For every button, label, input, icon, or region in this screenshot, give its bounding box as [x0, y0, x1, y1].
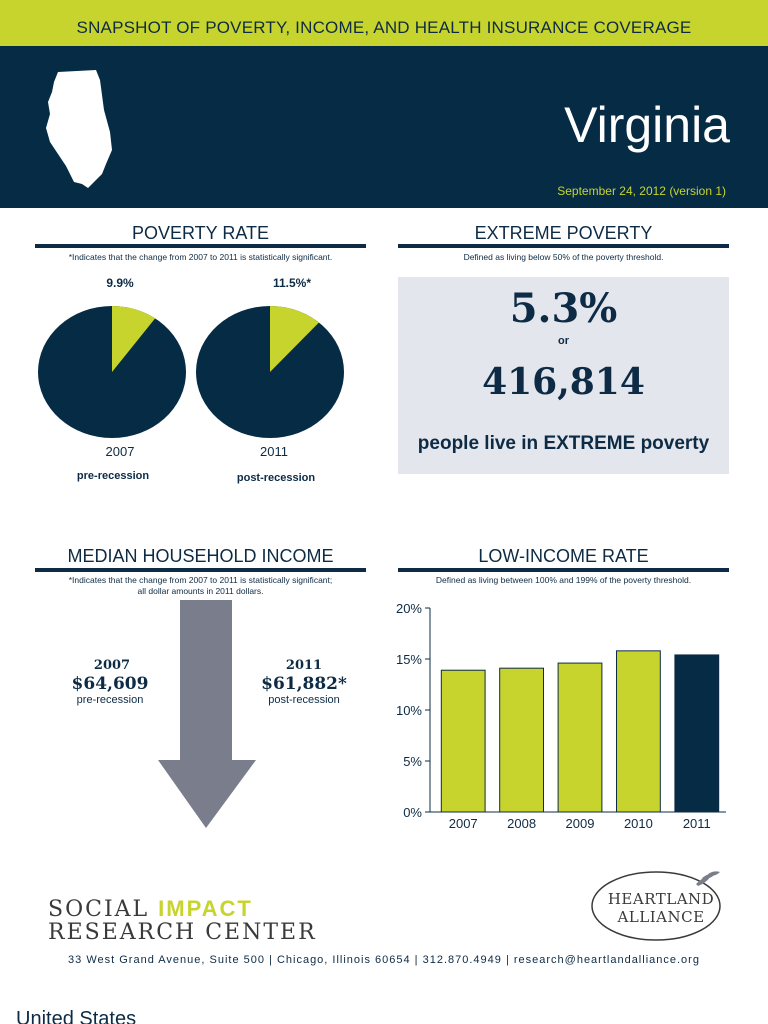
pie-2007-slice	[112, 306, 156, 372]
extreme-poverty-note: Defined as living below 50% of the pover…	[463, 252, 664, 262]
x-tick-label-2011: 2011	[683, 816, 711, 831]
low-income-title: LOW-INCOME RATE	[478, 546, 649, 566]
pie-2011-value: 11.5%*	[272, 276, 312, 290]
page-header	[0, 46, 768, 208]
extreme-poverty-title: EXTREME POVERTY	[474, 223, 653, 243]
bar-2008	[499, 667, 544, 813]
poverty-rate-rule	[35, 244, 366, 248]
income-2007-value: $64,609	[71, 674, 149, 694]
x-tick-label-2009: 2009	[566, 816, 595, 831]
median-income-note-2: all dollar amounts in 2011 dollars.	[137, 586, 264, 596]
pie-2011-slice	[270, 306, 319, 372]
pie-2007-year: 2007	[105, 444, 135, 459]
extreme-poverty-or: or	[558, 335, 569, 347]
income-2007-year: 2007	[93, 658, 131, 673]
extreme-poverty-percent: 5.3%	[509, 285, 618, 332]
extreme-poverty-count: 416,814	[482, 361, 645, 403]
sirc-logo-line-2: RESEARCH CENTER	[48, 920, 317, 945]
pie-2007-phase: pre-recession	[76, 470, 150, 482]
sirc-logo-social: SOCIAL	[48, 897, 159, 922]
income-2007-phase: pre-recession	[76, 694, 144, 706]
income-2011-year: 2011	[285, 658, 323, 673]
y-tick-label: 5%	[403, 754, 422, 769]
median-income-title: MEDIAN HOUSEHOLD INCOME	[67, 546, 334, 566]
x-tick-label-2007: 2007	[449, 816, 478, 831]
state-map-icon	[46, 70, 112, 188]
bar-2011	[674, 654, 720, 813]
bar-2009	[557, 662, 603, 813]
report-date: September 24, 2012 (version 1)	[557, 184, 726, 198]
sirc-logo-impact: IMPACT	[158, 896, 253, 921]
top-banner	[0, 0, 768, 46]
heartland-line-2: ALLIANCE	[617, 908, 705, 926]
bar-2007	[440, 669, 486, 813]
low-income-note: Defined as living between 100% and 199% …	[435, 575, 692, 585]
heartland-line-1: HEARTLAND	[607, 890, 715, 908]
bar-2010	[616, 650, 661, 813]
poverty-rate-note: *Indicates that the change from 2007 to …	[68, 252, 333, 262]
low-income-rule	[398, 568, 729, 572]
x-tick-label-2008: 2008	[507, 816, 536, 831]
state-name: Virginia	[564, 97, 730, 153]
bottom-label: United States	[16, 1008, 137, 1024]
pie-2011	[196, 306, 344, 438]
pie-2007	[38, 306, 186, 438]
y-tick-label: 0%	[403, 805, 422, 820]
y-tick-label: 15%	[396, 652, 422, 667]
poverty-rate-title: POVERTY RATE	[131, 223, 270, 243]
banner-title: SNAPSHOT OF POVERTY, INCOME, AND HEALTH …	[76, 18, 692, 37]
pie-2007-value: 9.9%	[106, 276, 134, 290]
median-income-note-1: *Indicates that the change from 2007 to …	[68, 575, 333, 585]
y-tick-label: 10%	[396, 703, 422, 718]
pie-2011-year: 2011	[260, 444, 288, 459]
low-income-bar-chart: 0% 5% 10% 15% 20% 2007 2008 2009 2010 2011	[396, 601, 726, 831]
heartland-alliance-logo	[591, 871, 721, 941]
sirc-logo-line-1: SOCIAL IMPACT	[48, 896, 253, 922]
extreme-poverty-caption: people live in EXTREME poverty	[417, 433, 710, 454]
extreme-poverty-box: 5.3% or 416,814 people live in EXTREME p…	[398, 277, 729, 474]
y-tick-label: 20%	[396, 601, 422, 616]
extreme-poverty-rule	[398, 244, 729, 248]
down-arrow-icon	[158, 600, 256, 828]
pie-2011-phase: post-recession	[236, 472, 316, 484]
income-2011-value: $61,882*	[261, 674, 347, 694]
median-income-rule	[35, 568, 366, 572]
x-tick-label-2010: 2010	[624, 816, 653, 831]
income-2011-phase: post-recession	[268, 694, 340, 706]
footer-address: 33 West Grand Avenue, Suite 500 | Chicag…	[68, 954, 700, 966]
